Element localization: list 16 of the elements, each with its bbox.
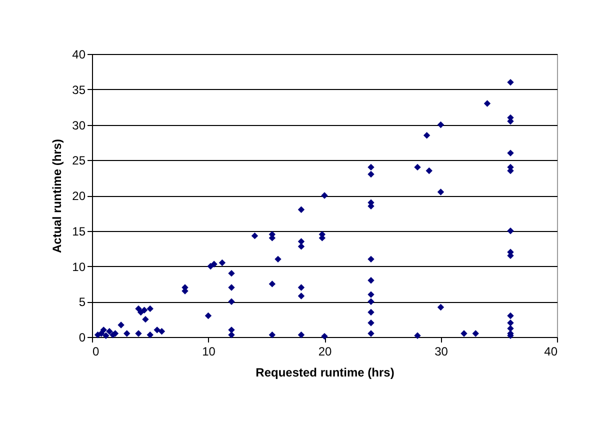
y-tick-label: 25 <box>72 154 86 168</box>
y-tick-label: 10 <box>72 260 86 274</box>
y-tick-label: 5 <box>78 295 86 310</box>
x-tick-label: 40 <box>544 344 558 358</box>
x-tick-label: 10 <box>202 344 216 358</box>
x-tick-label: 30 <box>434 344 448 358</box>
y-axis-title: Actual runtime (hrs) <box>50 138 64 254</box>
x-tick-label: 20 <box>318 344 332 358</box>
y-tick-label: 35 <box>72 82 86 97</box>
y-tick-label: 15 <box>72 224 86 238</box>
x-tick-label: 0 <box>92 344 100 358</box>
y-tick-label: 30 <box>72 118 86 132</box>
y-tick-label: 40 <box>72 48 86 62</box>
y-tick-label: 0 <box>78 330 86 344</box>
x-axis-title: Requested runtime (hrs) <box>256 366 394 380</box>
y-tick-label: 20 <box>72 189 86 203</box>
